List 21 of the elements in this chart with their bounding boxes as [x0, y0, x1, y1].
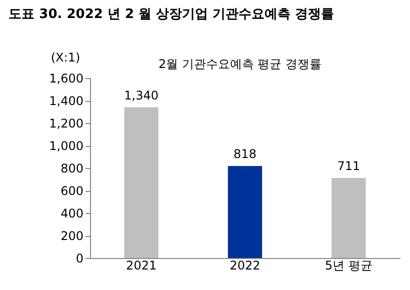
- x-tick-label: 5년 평균: [324, 258, 372, 272]
- bar: [228, 166, 262, 258]
- y-tick-label: 200: [60, 229, 84, 243]
- y-tick-label: 800: [60, 162, 84, 176]
- y-tick-label: 1,000: [49, 139, 84, 153]
- y-tick-label: 1,200: [49, 116, 84, 130]
- chart-subtitle: 2월 기관수요예측 평균 경쟁률: [158, 57, 322, 71]
- data-label: 818: [234, 146, 256, 161]
- x-tick-label: 2022: [230, 258, 260, 272]
- data-label: 711: [337, 159, 360, 174]
- bar: [332, 178, 366, 258]
- y-tick-label: 1,600: [49, 72, 84, 86]
- y-tick-label: 400: [60, 206, 84, 220]
- data-label: 1,340: [124, 88, 158, 102]
- y-axis-title: (X:1): [50, 50, 80, 64]
- y-tick-label: 600: [60, 184, 84, 198]
- y-tick-label: 0: [76, 252, 84, 266]
- chart-title: 도표 30. 2022 년 2 월 상장기업 기관수요예측 경쟁률: [8, 7, 334, 22]
- y-tick-label: 1,400: [49, 94, 84, 108]
- x-tick-label: 2021: [126, 258, 157, 272]
- bar: [124, 107, 158, 258]
